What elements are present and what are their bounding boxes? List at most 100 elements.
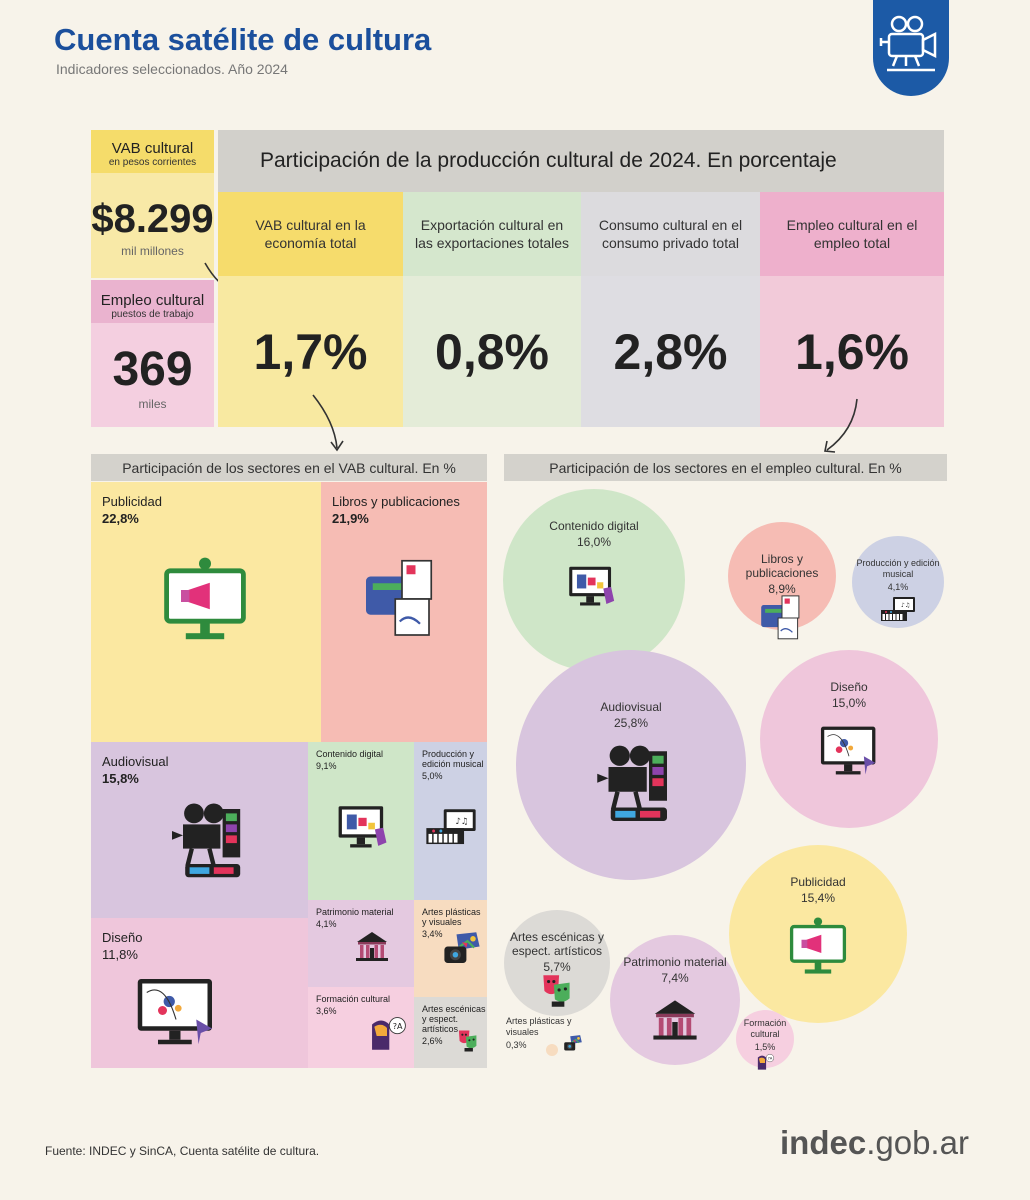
bubble-label: Artes escénicas y espect. artísticos 5,7… xyxy=(504,930,610,974)
treemap-cell: Diseño 11,8% xyxy=(91,918,308,1068)
vab-unit: mil millones xyxy=(121,244,184,258)
bubble-sector-value: 5,7% xyxy=(543,960,571,974)
treemap-sector-name: Diseño xyxy=(102,930,143,945)
vab-kpi-body xyxy=(91,173,214,278)
page-subtitle: Indicadores seleccionados. Año 2024 xyxy=(56,61,288,77)
books-icon xyxy=(357,554,447,649)
treemap-sector-name: Artes escénicas y espect. artísticos xyxy=(422,1004,486,1034)
vab-value: $8.299 xyxy=(91,197,214,241)
header-badge xyxy=(873,0,949,96)
treemap-sector-value: 15,8% xyxy=(102,771,139,786)
bubble-sector-value: 15,0% xyxy=(831,696,867,710)
bubble-sector-value: 15,4% xyxy=(800,891,836,905)
treemap-sector-name: Artes plásticas y visuales xyxy=(422,907,481,927)
svg-text:?A: ?A xyxy=(393,1022,403,1031)
bubble-label: Libros y publicaciones 8,9% xyxy=(728,552,836,596)
treemap-label: Artes plásticas y visuales 3,4% xyxy=(422,907,487,939)
treemap-cell: Producción y edición musical 5,0% ♪♫ xyxy=(414,742,487,900)
bubble-label: Diseño 15,0% xyxy=(760,680,938,710)
bubble-sector-value: 25,8% xyxy=(613,716,649,730)
treemap-sector-value: 21,9% xyxy=(332,511,369,526)
treemap-label: Libros y publicaciones 21,9% xyxy=(332,494,460,526)
bubble: Artes escénicas y espect. artísticos 5,7… xyxy=(504,910,610,1016)
treemap-sector-name: Publicidad xyxy=(102,494,162,509)
treemap-cell: Publicidad 22,8% xyxy=(91,482,321,742)
treemap-sector-name: Patrimonio material xyxy=(316,907,394,917)
participation-col-label: Empleo cultural en el empleo total xyxy=(760,192,944,276)
treemap-sector-value: 2,6% xyxy=(422,1036,443,1046)
music-keyboard-icon: ♪♫ xyxy=(878,592,918,637)
bubble-sector-name: Libros y publicaciones xyxy=(745,552,819,580)
arrow-to-vab-chart xyxy=(312,394,344,452)
participation-col-label: Exportación cultural en las exportacione… xyxy=(403,192,581,276)
treemap-cell: Audiovisual 15,8% xyxy=(91,742,308,918)
museum-icon xyxy=(648,995,702,1054)
indec-logo[interactable]: indec.gob.ar xyxy=(780,1124,969,1162)
empleo-unit: miles xyxy=(138,397,167,411)
bubble-sector-name: Artes escénicas y espect. artísticos xyxy=(509,930,605,958)
digital-content-icon xyxy=(563,559,625,626)
treemap-sector-name: Formación cultural xyxy=(316,994,391,1004)
education-icon: ?A xyxy=(754,1052,776,1079)
empleo-sublabel: puestos de trabajo xyxy=(111,309,194,320)
bubble-label: Formación cultural 1,5% xyxy=(736,1018,794,1052)
masks-icon xyxy=(454,1027,482,1060)
film-camera-icon xyxy=(586,740,676,835)
empleo-value: 369 xyxy=(112,343,193,396)
page-title: Cuenta satélite de cultura xyxy=(54,22,432,57)
bubble-sector-value: 0,3% xyxy=(506,1040,527,1050)
treemap-sector-value: 11,8% xyxy=(102,947,138,962)
participation-col-label: VAB cultural en la economía total xyxy=(218,192,403,276)
treemap-label: Contenido digital 9,1% xyxy=(316,749,383,771)
treemap-sector-name: Contenido digital xyxy=(316,749,384,759)
svg-text:♪♫: ♪♫ xyxy=(455,817,468,827)
treemap-cell: Libros y publicaciones 21,9% xyxy=(321,482,487,742)
bubble-label: Artes plásticas y visuales 0,3% xyxy=(506,1016,596,1050)
bubble-sector-name: Publicidad xyxy=(790,875,846,889)
logo-rest: .gob.ar xyxy=(866,1124,969,1161)
bubble-label: Patrimonio material 7,4% xyxy=(610,955,740,985)
bubble-sector-name: Artes plásticas y visuales xyxy=(506,1016,572,1037)
bubble-sector-value: 4,1% xyxy=(887,582,909,592)
empleo-kpi-body xyxy=(91,323,214,427)
masks-icon xyxy=(536,970,578,1017)
museum-icon xyxy=(352,928,392,973)
treemap-label: Audiovisual 15,8% xyxy=(102,754,169,786)
bubble: Audiovisual 25,8% xyxy=(516,650,746,880)
vab-sublabel: en pesos corrientes xyxy=(108,157,197,168)
billboard-icon xyxy=(157,554,253,655)
bubble-sector-name: Diseño xyxy=(830,680,868,694)
design-monitor-icon xyxy=(816,720,882,791)
bubble-label: Contenido digital 16,0% xyxy=(503,519,685,549)
svg-text:?A: ?A xyxy=(768,1056,773,1061)
bubble-sector-value: 1,5% xyxy=(754,1042,776,1052)
bubble-label: Publicidad 15,4% xyxy=(729,875,907,905)
music-keyboard-icon: ♪♫ xyxy=(422,802,480,865)
bubble-sector-name: Patrimonio material xyxy=(623,955,727,969)
bubble-sector-value: 8,9% xyxy=(768,582,796,596)
vab-sectors-title: Participación de los sectores en el VAB … xyxy=(91,454,487,481)
empleo-kpi-head xyxy=(91,280,214,323)
bubble-sector-name: Formación cultural xyxy=(743,1018,787,1039)
treemap-cell: Contenido digital 9,1% xyxy=(308,742,414,900)
bubble-label: Audiovisual 25,8% xyxy=(516,700,746,730)
treemap-sector-value: 3,4% xyxy=(422,929,443,939)
treemap-label: Producción y edición musical 5,0% xyxy=(422,749,487,781)
treemap-sector-value: 5,0% xyxy=(422,771,443,781)
logo-bold: indec xyxy=(780,1124,867,1161)
bubble-sector-name: Producción y edición musical xyxy=(856,558,940,579)
education-icon: ?A xyxy=(364,1013,410,1064)
svg-text:♪♫: ♪♫ xyxy=(901,602,910,609)
participation-col-value: 2,8% xyxy=(581,276,760,427)
treemap-cell: Formación cultural 3,6% ?A xyxy=(308,987,414,1068)
source-note: Fuente: INDEC y SinCA, Cuenta satélite d… xyxy=(45,1144,320,1158)
participation-col-value: 1,7% xyxy=(218,276,403,427)
bubble: Artes plásticas y visuales 0,3% xyxy=(506,1016,582,1056)
vab-label: VAB cultural xyxy=(111,140,194,157)
bubble-sector-value: 16,0% xyxy=(576,535,612,549)
bubble: Diseño 15,0% xyxy=(760,650,938,828)
bubble-sector-name: Contenido digital xyxy=(549,519,639,533)
camera-art-icon xyxy=(440,930,484,979)
treemap-label: Diseño 11,8% xyxy=(102,930,142,962)
treemap-label: Publicidad 22,8% xyxy=(102,494,162,526)
